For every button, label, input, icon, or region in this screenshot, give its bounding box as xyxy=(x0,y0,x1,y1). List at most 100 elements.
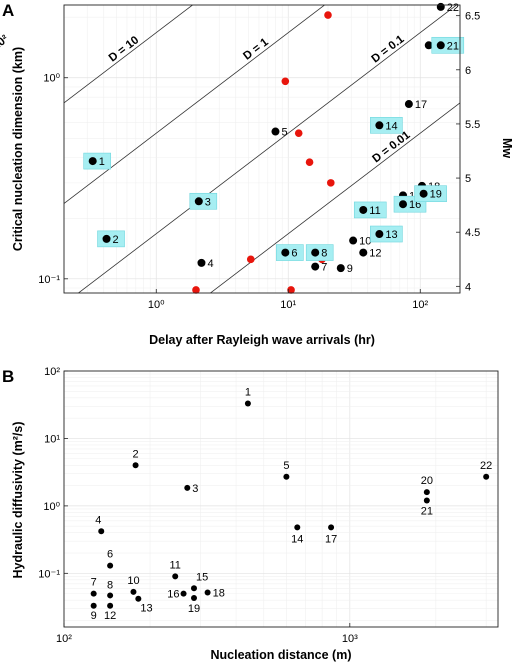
point-label: 19 xyxy=(430,189,442,201)
red-data-point xyxy=(294,129,303,137)
data-point xyxy=(172,573,179,580)
highlight-box xyxy=(276,244,304,261)
panel-a-diffusivity-lines xyxy=(64,5,460,293)
data-point xyxy=(107,562,114,569)
red-data-point xyxy=(324,11,332,19)
data-point xyxy=(328,524,335,531)
data-point xyxy=(90,590,97,597)
point-label: 17 xyxy=(415,99,427,111)
y-tick-label: 10⁰ xyxy=(43,501,60,513)
red-data-point xyxy=(287,286,295,294)
data-point xyxy=(98,528,105,535)
x-tick-label: 10⁰ xyxy=(148,299,165,311)
diffusivity-label: D = 0.01 xyxy=(370,129,413,165)
black-data-point xyxy=(436,41,445,50)
panel-a-letter: A xyxy=(2,1,14,20)
mw-tick-label: 4.5 xyxy=(465,227,480,239)
panel-b-y-axis-title: Hydraulic diffusivity (m²/s) xyxy=(11,422,25,579)
black-data-point xyxy=(359,205,368,214)
data-point xyxy=(283,473,290,480)
black-data-point xyxy=(419,189,428,198)
y-tick-label: 10⁻¹ xyxy=(38,274,60,286)
panel-a-grid xyxy=(63,5,461,293)
panel-a-frame xyxy=(63,4,461,294)
point-label: 11 xyxy=(369,205,380,217)
point-label: 2 xyxy=(113,234,119,246)
data-point xyxy=(483,473,490,480)
data-point xyxy=(423,497,430,504)
point-label: 19 xyxy=(188,603,200,615)
black-data-point xyxy=(399,200,408,209)
mw-tick-label: 5 xyxy=(465,173,471,185)
point-label: 9 xyxy=(91,610,97,622)
data-point xyxy=(107,592,114,599)
black-data-point xyxy=(311,248,320,257)
red-data-point xyxy=(192,286,200,294)
data-point xyxy=(204,589,211,596)
point-label: 11 xyxy=(170,559,181,571)
point-label: 22 xyxy=(447,2,459,14)
black-data-point xyxy=(197,258,206,267)
point-label: 3 xyxy=(192,483,198,495)
data-point xyxy=(190,595,197,602)
diffusivity-line xyxy=(209,102,460,293)
point-label: 18 xyxy=(213,587,225,599)
point-label: 14 xyxy=(385,120,397,132)
black-data-point xyxy=(336,264,345,273)
diffusivity-label: D = 10² xyxy=(0,33,11,66)
red-data-point xyxy=(305,158,314,167)
point-label: 16 xyxy=(409,199,421,211)
point-label: 15 xyxy=(196,571,208,583)
point-label: 7 xyxy=(321,262,327,274)
red-data-point xyxy=(246,255,255,264)
data-point xyxy=(132,462,139,469)
mw-tick-label: 6.5 xyxy=(465,11,480,23)
highlight-box xyxy=(305,244,334,261)
data-point xyxy=(130,588,137,595)
black-data-point xyxy=(404,100,413,109)
panel-b-x-axis-title: Nucleation distance (m) xyxy=(211,648,352,662)
panel-a-y-axis-title: Critical nucleation dimension (km) xyxy=(11,47,25,251)
point-label: 8 xyxy=(321,248,327,260)
diffusivity-label: D = 0.1 xyxy=(370,33,408,66)
panel-b-frame xyxy=(63,370,499,628)
panel-b-grid xyxy=(63,370,498,627)
highlight-box xyxy=(370,117,403,134)
point-label: 2 xyxy=(133,448,139,460)
data-point xyxy=(135,595,142,602)
point-label: 3 xyxy=(205,196,211,208)
y-tick-label: 10⁰ xyxy=(43,73,60,85)
point-label: 22 xyxy=(480,460,492,472)
highlight-box xyxy=(97,230,125,248)
point-label: 12 xyxy=(104,610,116,622)
point-label: 17 xyxy=(325,533,337,545)
y-tick-label: 10⁻¹ xyxy=(38,568,60,580)
diffusivity-label: D = 10 xyxy=(107,34,141,64)
point-label: 4 xyxy=(95,514,101,526)
data-point xyxy=(90,602,97,609)
highlight-box xyxy=(353,201,387,219)
data-point xyxy=(244,400,251,407)
point-label: 6 xyxy=(107,549,113,561)
highlight-box xyxy=(414,185,447,203)
point-label: 9 xyxy=(347,263,353,275)
mw-tick-label: 4 xyxy=(465,281,471,293)
red-data-point xyxy=(326,179,335,187)
black-data-point xyxy=(375,121,384,130)
point-label: 4 xyxy=(207,258,213,270)
panel-b-letter: B xyxy=(2,367,14,386)
point-label: 13 xyxy=(140,603,152,615)
black-data-point xyxy=(436,2,445,11)
black-data-point xyxy=(424,41,433,50)
highlight-box xyxy=(189,192,218,210)
point-label: 13 xyxy=(385,229,397,241)
black-data-point xyxy=(359,248,368,257)
point-label: 16 xyxy=(167,589,179,601)
point-label: 7 xyxy=(91,577,97,589)
point-label: 21 xyxy=(421,506,433,518)
black-data-point xyxy=(88,157,97,166)
